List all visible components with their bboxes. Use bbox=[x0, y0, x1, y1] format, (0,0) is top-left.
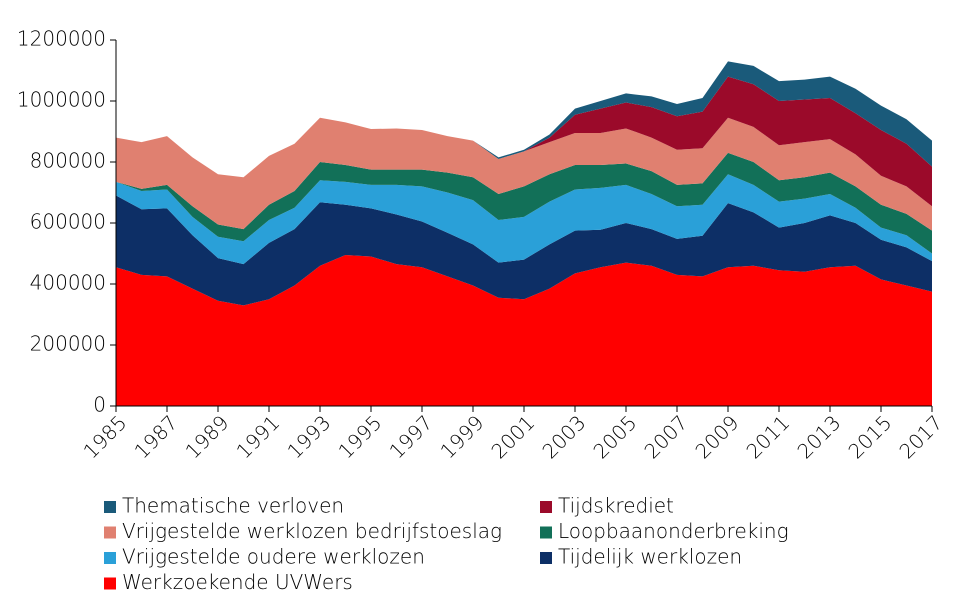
area bbox=[116, 76, 932, 207]
x-tick-label: 1987 bbox=[129, 410, 182, 463]
y-tick-label: 1000000 bbox=[17, 88, 106, 112]
x-tick-label: 2007 bbox=[639, 410, 692, 463]
legend-swatch bbox=[104, 577, 116, 590]
x-tick-label: 2017 bbox=[894, 410, 947, 463]
y-tick-label: 400000 bbox=[30, 271, 106, 295]
x-tick-label: 2001 bbox=[486, 410, 539, 463]
area bbox=[116, 195, 932, 306]
legend-swatch bbox=[104, 552, 116, 564]
legend-label: Vrijgestelde werklozen bedrijfstoeslag bbox=[122, 519, 502, 543]
y-tick-label: 200000 bbox=[30, 332, 106, 356]
x-tick-label: 2011 bbox=[741, 410, 794, 463]
x-tick-label: 1991 bbox=[231, 410, 284, 463]
y-tick-label: 0 bbox=[93, 393, 106, 417]
legend-label: Vrijgestelde oudere werklozen bbox=[122, 545, 425, 569]
legend-swatch bbox=[540, 501, 552, 513]
x-tick-label: 1995 bbox=[333, 410, 386, 463]
legend-swatch bbox=[104, 526, 116, 539]
x-tick-label: 1997 bbox=[384, 410, 437, 463]
x-tick-label: 2009 bbox=[690, 410, 743, 463]
legend-label: Tijdskrediet bbox=[558, 494, 674, 518]
area bbox=[116, 255, 932, 406]
x-tick-label: 2003 bbox=[537, 410, 590, 463]
x-tick-label: 2005 bbox=[588, 410, 641, 463]
x-tick-label: 1989 bbox=[180, 410, 233, 463]
legend-label: Loopbaanonderbreking bbox=[558, 519, 789, 543]
legend-label: Tijdelijk werklozen bbox=[558, 545, 742, 569]
area bbox=[116, 152, 932, 254]
area bbox=[116, 117, 932, 231]
y-tick-label: 800000 bbox=[30, 149, 106, 173]
area bbox=[116, 174, 932, 265]
legend-label: Werkzoekende UVWers bbox=[122, 570, 353, 594]
x-tick-label: 1999 bbox=[435, 410, 488, 463]
legend-label: Thematische verloven bbox=[122, 494, 344, 518]
legend-swatch bbox=[104, 501, 116, 513]
legend-swatch bbox=[540, 526, 552, 539]
x-tick-label: 1993 bbox=[282, 410, 335, 463]
y-tick-label: 600000 bbox=[30, 210, 106, 234]
y-tick-label: 1200000 bbox=[17, 27, 106, 51]
x-tick-label: 2015 bbox=[843, 410, 896, 463]
x-tick-label: 2013 bbox=[792, 410, 845, 463]
x-tick-label: 1985 bbox=[78, 410, 131, 463]
legend-swatch bbox=[540, 552, 552, 564]
